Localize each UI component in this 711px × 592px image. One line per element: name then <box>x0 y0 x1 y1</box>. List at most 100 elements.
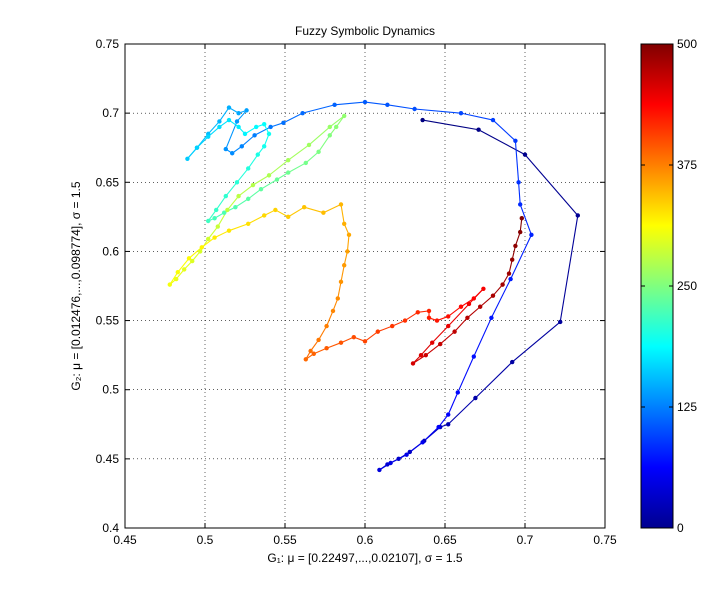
trajectory-segment <box>514 231 521 247</box>
x-axis-ticks: 0.45 0.5 0.55 0.6 0.65 0.7 0.75 <box>113 44 617 547</box>
trajectory-point <box>436 424 441 430</box>
trajectory-point <box>377 467 382 473</box>
trajectory-segment <box>326 310 334 327</box>
trajectory-point <box>506 271 512 276</box>
trajectory-point <box>185 156 190 161</box>
trajectory-point <box>266 173 272 178</box>
trajectory-point <box>338 340 344 345</box>
trajectory-point <box>518 202 523 207</box>
trajectory-point <box>230 151 235 156</box>
trajectory-segment <box>478 129 526 156</box>
trajectory-segment <box>420 342 433 356</box>
trajectory-segment <box>287 144 310 161</box>
trajectory-point <box>500 282 505 287</box>
trajectory-point <box>471 354 476 359</box>
trajectory-point <box>223 146 228 152</box>
trajectory-segment <box>329 115 345 128</box>
chart-title: Fuzzy Symbolic Dynamics <box>295 24 435 38</box>
trajectory-point <box>286 157 291 163</box>
trajectory-point <box>255 152 260 157</box>
trajectory-segment <box>287 206 305 218</box>
trajectory-segment <box>313 347 327 355</box>
trajectory-segment <box>332 298 339 312</box>
trajectory-point <box>396 456 401 462</box>
trajectory-point <box>254 124 259 130</box>
y-tick-label: 0.6 <box>102 244 119 258</box>
trajectory-segment <box>188 246 203 259</box>
trajectory-segment <box>391 320 406 327</box>
trajectory-point <box>273 207 278 213</box>
trajectory-point <box>426 315 432 321</box>
trajectory-segment <box>492 284 504 297</box>
trajectory-point <box>262 144 267 149</box>
trajectory-point <box>345 249 350 254</box>
trajectory-segment <box>425 343 441 356</box>
trajectory-point <box>481 286 486 291</box>
trajectory-point <box>324 346 329 351</box>
trajectory-point <box>362 339 368 344</box>
trajectory-segment <box>508 259 513 274</box>
trajectory-point <box>274 177 280 182</box>
trajectory-segment <box>404 311 419 322</box>
trajectory-point <box>286 214 291 220</box>
trajectory-point <box>473 395 478 401</box>
trajectory-point <box>226 117 232 123</box>
trajectory-point <box>262 122 267 127</box>
trajectory-segment <box>226 195 240 211</box>
trajectory-point <box>351 334 356 340</box>
trajectory-point <box>420 440 425 445</box>
trajectory-point <box>490 117 496 123</box>
trajectory-segment <box>196 136 209 149</box>
trajectory-point <box>236 124 241 130</box>
trajectory-point <box>375 329 380 334</box>
trajectory-segment <box>254 126 271 136</box>
trajectory-point <box>306 142 312 148</box>
trajectory-segment <box>377 325 393 333</box>
trajectory-point <box>513 243 518 249</box>
trajectory-segment <box>283 112 303 124</box>
trajectory-point <box>410 361 416 366</box>
trajectory-point <box>430 340 435 345</box>
trajectory-segment <box>457 356 475 393</box>
trajectory-segment <box>241 134 255 147</box>
trajectory-point <box>212 235 217 240</box>
trajectory-point <box>316 337 321 343</box>
trajectory-point <box>415 310 420 315</box>
colorbar-ticks: 0 125 250 375 500 <box>641 37 697 535</box>
trajectory-segment <box>323 203 342 214</box>
trajectory-point <box>236 110 241 116</box>
trajectory-point <box>510 257 515 262</box>
colorbar-tick-label: 500 <box>677 37 697 51</box>
trajectory-point <box>338 202 344 207</box>
trajectory-point <box>426 308 432 314</box>
colorbar-tick-label: 125 <box>677 400 697 414</box>
trajectory-point <box>478 304 483 309</box>
trajectory-point <box>217 119 222 124</box>
trajectory-point <box>321 210 326 215</box>
colorbar-tick-label: 375 <box>677 158 697 172</box>
trajectory-point <box>388 460 393 466</box>
trajectory-segment <box>519 204 532 236</box>
trajectory-point <box>214 207 219 213</box>
trajectory-point <box>250 182 256 188</box>
trajectory-point <box>342 263 347 268</box>
trajectory-segment <box>218 107 230 122</box>
trajectory-segment <box>305 151 319 164</box>
x-tick-label: 0.75 <box>593 533 617 547</box>
trajectory-point <box>452 329 457 334</box>
plot-area: 0.45 0.5 0.55 0.6 0.65 0.7 0.75 0.40.450.50.55… <box>96 37 617 547</box>
trajectory-point <box>268 124 273 130</box>
trajectory-segment <box>207 121 220 135</box>
trajectory-point <box>242 131 248 137</box>
trajectory-segment <box>252 174 270 186</box>
trajectory-point <box>175 269 180 275</box>
trajectory-point <box>225 207 230 213</box>
trajectory-segment <box>238 184 254 197</box>
trajectory-segment <box>228 223 249 232</box>
trajectory-segment <box>287 162 307 174</box>
trajectory-point <box>186 256 192 261</box>
x-tick-label: 0.45 <box>113 533 137 547</box>
trajectory-point <box>558 319 563 325</box>
trajectory-segment <box>431 325 449 344</box>
trajectory-point <box>303 357 308 362</box>
